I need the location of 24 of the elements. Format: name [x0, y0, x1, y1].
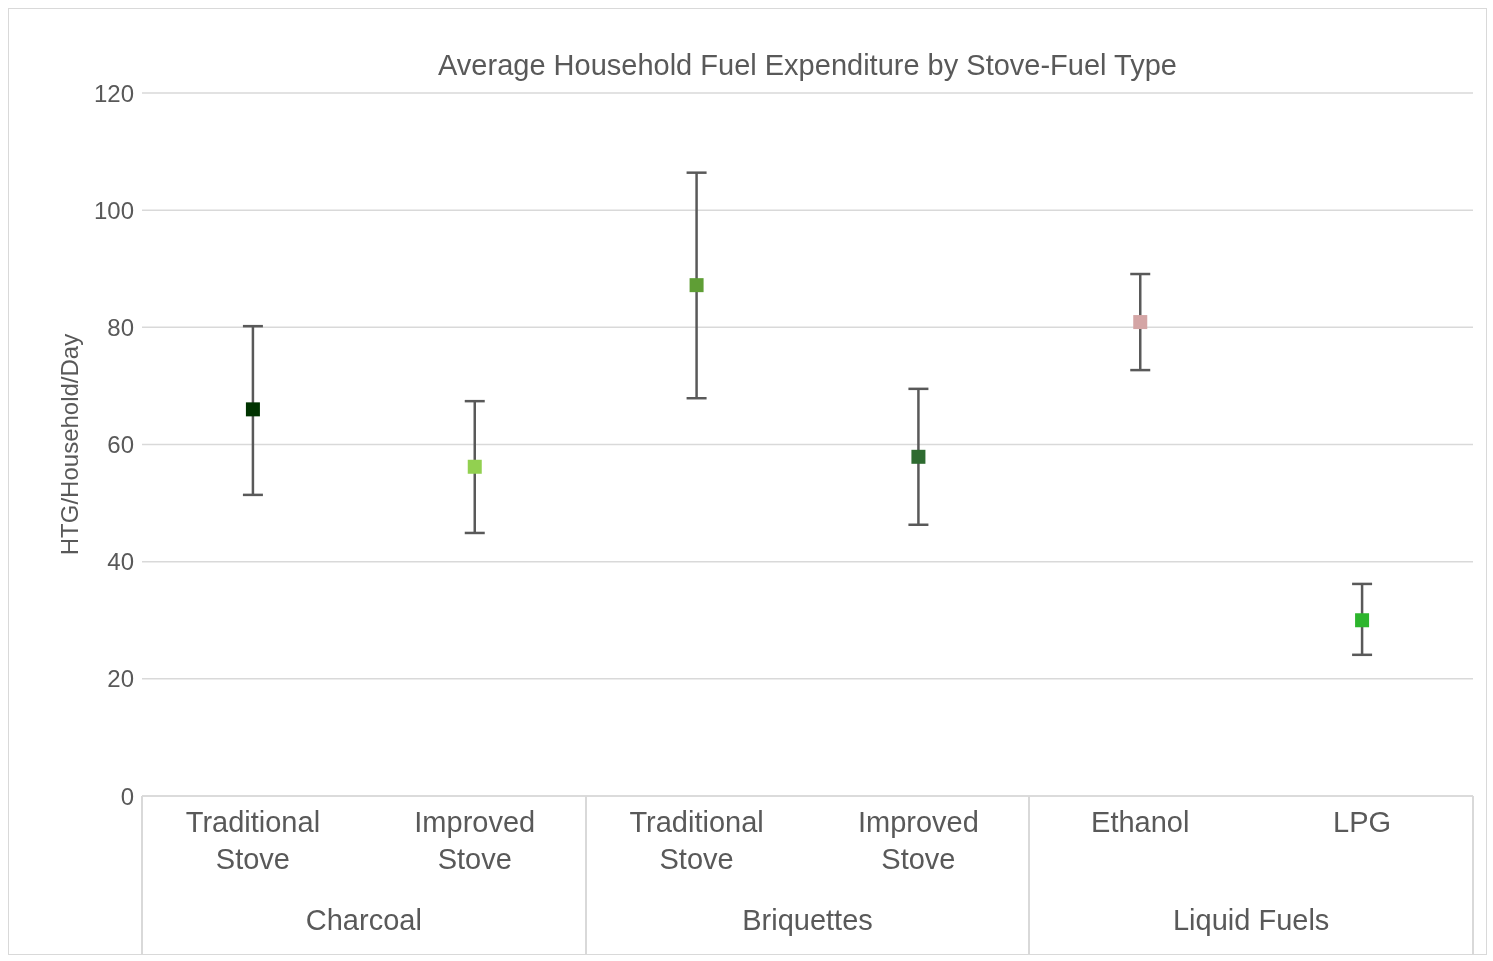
chart-title: Average Household Fuel Expenditure by Stove-Fuel Type: [437, 49, 1178, 82]
x-tick-label: Traditional Stove: [185, 806, 321, 875]
x-tick-label: Traditional Stove: [629, 806, 764, 875]
y-tick-label: 100: [93, 196, 134, 224]
y-tick-label: 80: [107, 313, 134, 341]
x-tick-label: Improved Stove: [857, 806, 979, 875]
text: Briquettes: [741, 904, 874, 937]
x-tick-label: Improved Stove: [414, 806, 536, 875]
y-axis-title: HTG/Household/Day: [55, 333, 83, 556]
y-tick-label: 40: [107, 548, 134, 576]
point: [245, 402, 260, 417]
y-tick-label: 20: [107, 665, 134, 693]
y-tick-label: 0: [120, 782, 134, 810]
x-tick-label: LPG: [1333, 806, 1392, 838]
point: [911, 449, 926, 464]
point: [689, 278, 704, 293]
y-tick-label: 120: [93, 79, 134, 107]
text: Charcoal: [304, 904, 423, 937]
point: [467, 459, 482, 474]
text: Liquid Fuels: [1171, 904, 1331, 937]
point: [1133, 315, 1148, 330]
point: [1355, 613, 1370, 628]
x-tick-label: Ethanol: [1091, 806, 1190, 838]
y-tick-label: 60: [107, 431, 134, 459]
